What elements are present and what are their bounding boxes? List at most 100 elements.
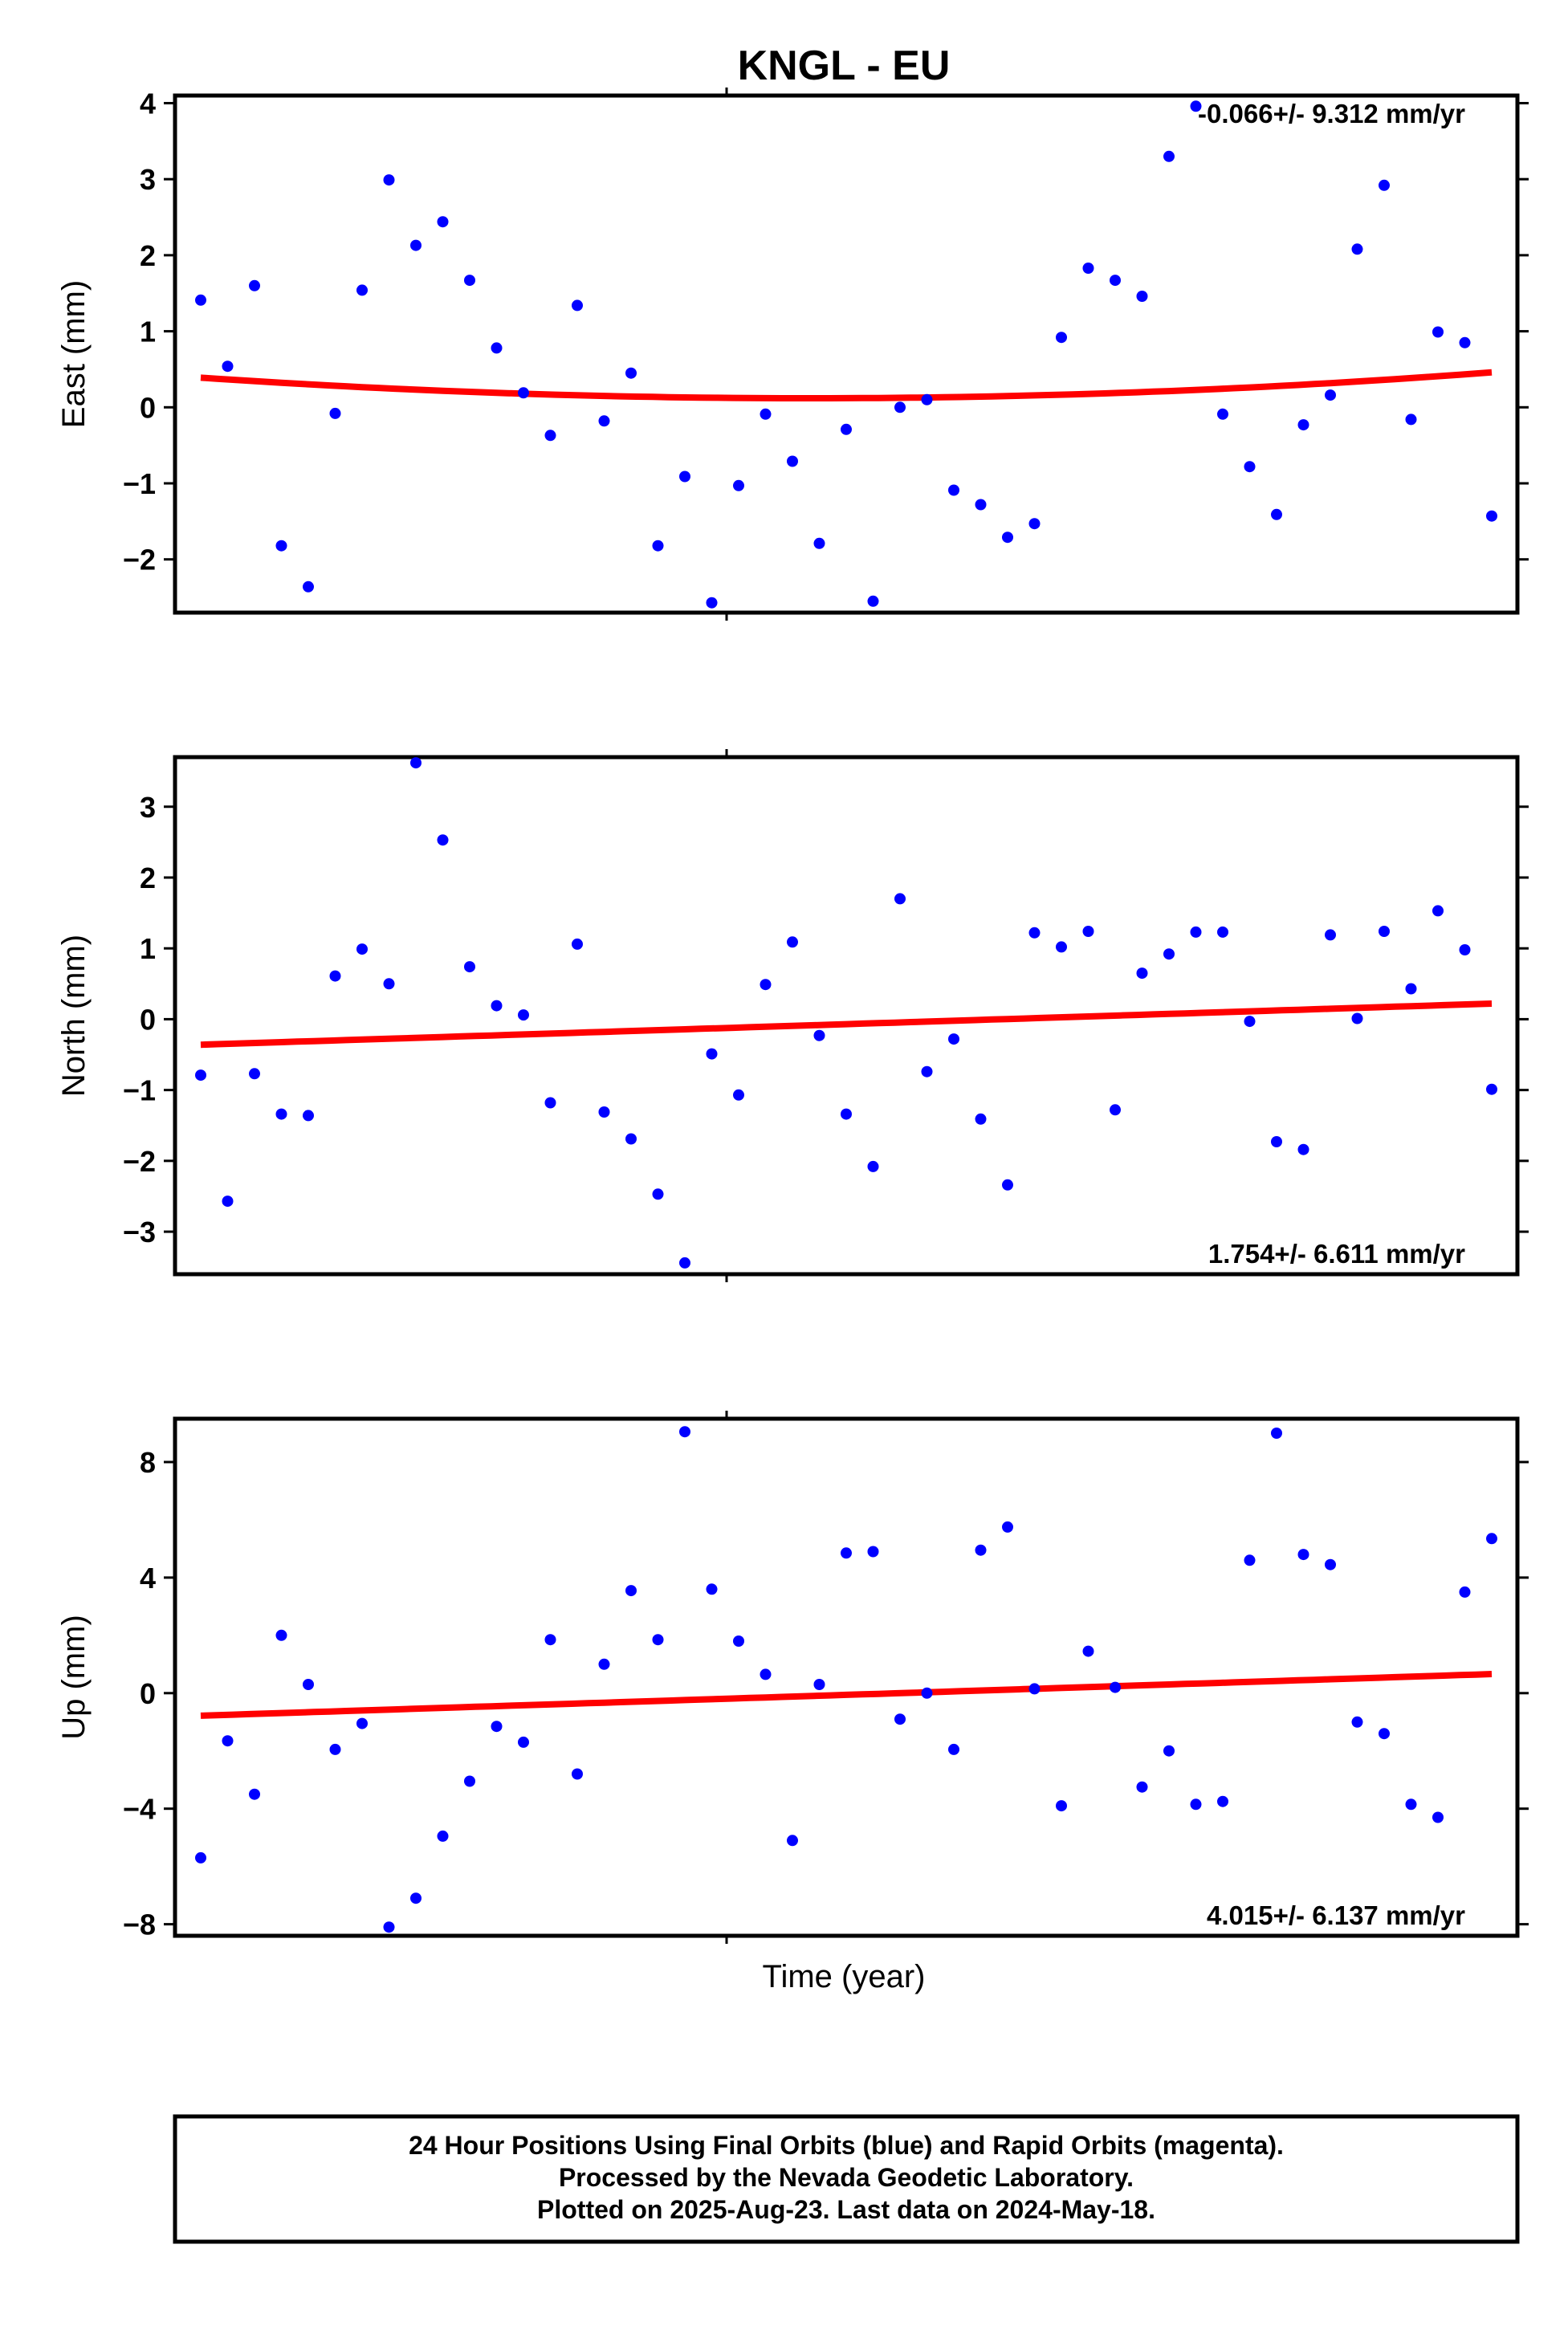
up-data-point	[1217, 1795, 1228, 1807]
north-ytick-label: 2	[140, 862, 156, 894]
chart-title: KNGL - EU	[738, 43, 951, 89]
east-data-point	[975, 499, 987, 511]
up-data-point	[275, 1629, 287, 1641]
up-data-point	[1351, 1716, 1363, 1728]
north-frame	[173, 755, 1520, 1277]
up-data-point	[598, 1658, 610, 1670]
east-data-point	[1351, 243, 1363, 255]
east-data-point	[841, 423, 852, 435]
up-data-point	[222, 1735, 234, 1747]
up-data-point	[195, 1851, 206, 1864]
up-data-point	[1432, 1811, 1444, 1823]
north-data-point	[1459, 944, 1471, 955]
up-data-point	[1459, 1586, 1471, 1598]
up-data-point	[975, 1544, 987, 1556]
east-data-point	[733, 479, 744, 491]
east-data-point	[1002, 532, 1013, 544]
east-data-point	[1297, 419, 1309, 431]
east-rate-text: -0.066+/- 9.312 mm/yr	[1198, 99, 1465, 128]
north-data-point	[679, 1257, 690, 1269]
east-panel: 4 3 2 1 0 −1 −2 East (mm) -0.066+/- 9.312 mm/yr	[56, 87, 1529, 621]
up-data-point	[1110, 1681, 1121, 1693]
east-ytick-label: 2	[140, 239, 156, 272]
up-data-point	[491, 1721, 503, 1733]
east-data-point	[329, 407, 341, 419]
up-data-point	[410, 1892, 422, 1904]
north-data-point	[652, 1188, 664, 1200]
east-data-point	[1217, 408, 1228, 420]
up-data-point	[249, 1788, 260, 1800]
up-ytick-label: −8	[123, 1908, 156, 1941]
up-data-point	[841, 1547, 852, 1559]
east-data-point	[410, 239, 422, 251]
north-data-point	[464, 961, 475, 973]
east-ytick-label: 3	[140, 163, 156, 196]
north-data-point	[1217, 926, 1228, 938]
east-data-point	[572, 299, 583, 312]
north-plot-area	[195, 757, 1497, 1269]
up-data-point	[760, 1668, 772, 1680]
east-data-point	[275, 540, 287, 552]
north-ylabel: North (mm)	[56, 935, 92, 1097]
caption-line-1: 24 Hour Positions Using Final Orbits (bl…	[409, 2131, 1284, 2160]
up-data-point	[1325, 1558, 1336, 1570]
north-ytick-label: 3	[140, 791, 156, 824]
north-data-point	[706, 1048, 718, 1060]
north-data-point	[841, 1108, 852, 1120]
north-data-point	[1351, 1012, 1363, 1024]
up-data-point	[706, 1583, 718, 1595]
north-data-point	[598, 1106, 610, 1118]
up-panel: 8 4 0 −4 −8 Up (mm) 4.015+/- 6.137 mm/yr	[56, 1411, 1529, 1944]
up-rate-text: 4.015+/- 6.137 mm/yr	[1207, 1900, 1465, 1930]
up-data-point	[948, 1743, 959, 1755]
east-data-point	[921, 393, 933, 405]
up-data-point	[894, 1713, 906, 1725]
up-data-point	[1379, 1728, 1390, 1740]
east-ytick-label: 4	[140, 87, 156, 120]
east-data-point	[1405, 413, 1417, 426]
east-data-point	[491, 342, 503, 354]
east-data-point	[1459, 336, 1471, 348]
up-data-point	[356, 1717, 368, 1729]
east-plot-area	[195, 100, 1497, 609]
east-data-point	[813, 537, 825, 549]
up-data-point	[572, 1768, 583, 1780]
up-fit-line	[200, 1671, 1493, 1719]
east-data-point	[1432, 326, 1444, 338]
up-data-point	[329, 1743, 341, 1755]
caption-box: 24 Hour Positions Using Final Orbits (bl…	[173, 2114, 1520, 2244]
east-data-point	[1082, 263, 1094, 274]
north-data-point	[921, 1065, 933, 1077]
north-data-point	[1056, 941, 1067, 953]
north-data-point	[1110, 1104, 1121, 1116]
north-data-point	[410, 757, 422, 769]
east-data-point	[894, 401, 906, 413]
east-data-point	[518, 387, 529, 399]
up-data-point	[1082, 1645, 1094, 1657]
east-data-point	[679, 470, 690, 483]
east-data-point	[1056, 332, 1067, 344]
east-frame	[173, 93, 1520, 615]
east-data-point	[356, 284, 368, 296]
east-ytick-label: 1	[140, 316, 156, 348]
north-data-point	[1002, 1179, 1013, 1191]
north-ytick-label: −1	[123, 1074, 156, 1107]
east-ylabel: East (mm)	[56, 280, 92, 428]
north-data-point	[1028, 927, 1041, 939]
north-data-point	[249, 1068, 260, 1080]
east-ytick-label: −2	[123, 544, 156, 576]
north-data-point	[518, 1009, 529, 1021]
east-data-point	[1190, 100, 1202, 112]
up-data-point	[1271, 1428, 1282, 1439]
north-data-point	[1405, 983, 1417, 995]
north-data-point	[948, 1033, 959, 1045]
east-data-point	[222, 360, 234, 373]
east-data-point	[1163, 150, 1175, 162]
north-data-point	[195, 1069, 206, 1081]
up-data-point	[1028, 1683, 1041, 1695]
east-data-point	[437, 216, 449, 228]
north-data-point	[813, 1029, 825, 1041]
east-data-point	[652, 540, 664, 552]
up-data-point	[1297, 1549, 1309, 1561]
east-data-point	[598, 415, 610, 427]
